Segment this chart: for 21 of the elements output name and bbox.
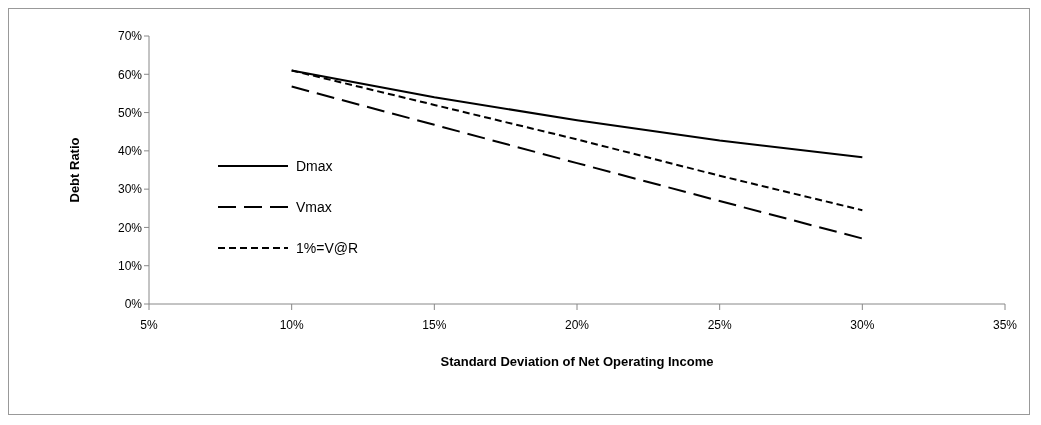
x-tick-label: 10% [279,317,304,332]
y-tick-label: 0% [124,297,143,312]
legend-label: 1%=V@R [296,239,359,256]
y-tick-label: 20% [117,220,143,235]
x-axis-title: Standard Deviation of Net Operating Income [440,354,714,369]
x-tick-label: 25% [707,317,732,332]
x-tick-label: 15% [422,317,447,332]
y-tick-label: 10% [117,258,143,273]
y-axis-title: Debt Ratio [66,137,82,203]
y-tick-label: 40% [117,144,143,159]
y-tick-label: 70% [117,29,143,44]
y-tick-label: 60% [117,67,143,82]
legend-label: Dmax [296,157,333,174]
x-tick-label: 5% [140,317,158,332]
x-tick-label: 35% [992,317,1018,332]
y-tick-label: 50% [117,105,143,120]
x-tick-label: 20% [564,317,590,332]
y-tick-label: 30% [117,182,143,197]
line-series [290,85,864,240]
legend-label: Vmax [296,198,332,215]
x-tick-label: 30% [850,317,875,332]
